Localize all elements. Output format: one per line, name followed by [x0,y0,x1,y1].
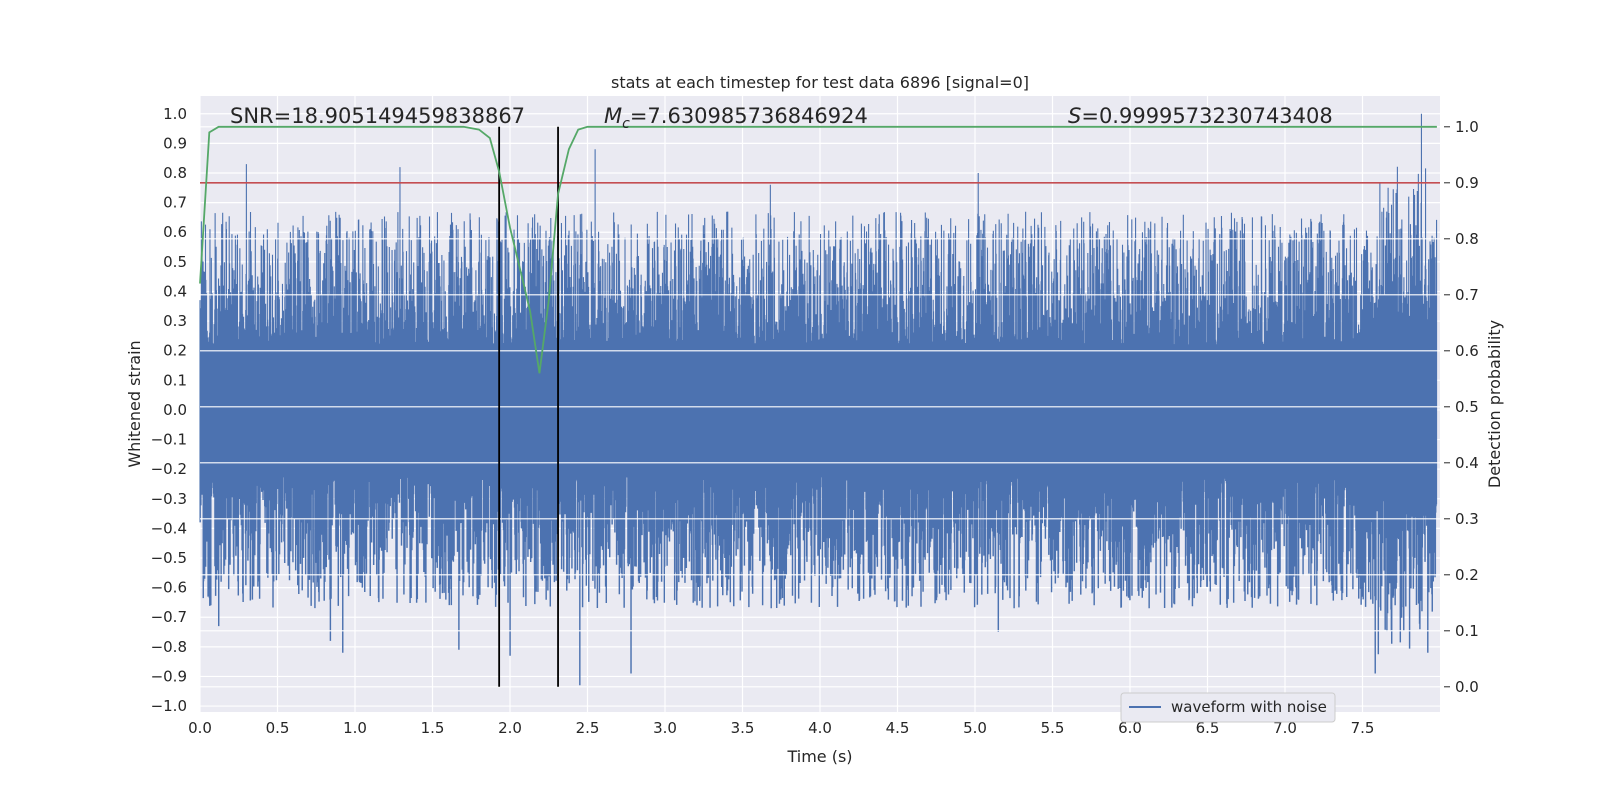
mc-symbol: M [604,104,622,128]
waveform-core [200,344,1437,476]
y-tick-label: 0.8 [163,164,187,182]
x-tick-label: 6.5 [1196,719,1220,737]
x-tick-label: 2.5 [576,719,600,737]
y2-tick-label: 0.9 [1455,174,1479,192]
y2-tick-label: 0.3 [1455,510,1479,528]
y2-axis-label: Detection probability [1485,320,1504,488]
x-tick-label: 7.5 [1351,719,1375,737]
y-tick-label: −0.3 [151,490,187,508]
chart-title: stats at each timestep for test data 689… [611,73,1029,92]
s-annotation: S=0.9999573230743408 [1068,104,1333,128]
s-symbol: S [1068,104,1081,128]
x-tick-label: 6.0 [1118,719,1142,737]
y2-tick-label: 0.6 [1455,342,1479,360]
s-value: =0.9999573230743408 [1081,104,1332,128]
y-tick-label: 0.7 [163,194,187,212]
x-tick-label: 3.0 [653,719,677,737]
y2-tick-label: 0.8 [1455,230,1479,248]
x-tick-label: 5.5 [1041,719,1065,737]
y-tick-label: 1.0 [163,105,187,123]
y2-tick-label: 0.4 [1455,454,1479,472]
y-tick-label: 0.4 [163,282,187,300]
y-axis-label: Whitened strain [125,340,144,467]
y-tick-label: 0.2 [163,342,187,360]
waveform-series [199,113,1438,686]
y-tick-label: 0.1 [163,371,187,389]
x-tick-label: 4.5 [886,719,910,737]
y-tick-label: −0.1 [151,431,187,449]
overlay-lines [199,125,1440,687]
y-tick-label: −0.6 [151,579,187,597]
y2-tick-label: 0.2 [1455,566,1479,584]
y-tick-label: 0.9 [163,134,187,152]
y2-tick-label: 0.0 [1455,678,1479,696]
y2-tick-label: 0.1 [1455,622,1479,640]
y-tick-label: −1.0 [151,697,187,715]
y-tick-label: 0.3 [163,312,187,330]
y-tick-label: −0.8 [151,638,187,656]
mc-annotation: Mc=7.630985736846924 [604,104,868,132]
snr-annotation: SNR=18.905149459838867 [230,104,525,128]
x-tick-label: 5.0 [963,719,987,737]
y-tick-label: −0.5 [151,549,187,567]
waveform-line [199,113,1438,686]
x-tick-label: 1.5 [421,719,445,737]
x-tick-label: 3.5 [731,719,755,737]
y-tick-label: −0.7 [151,608,187,626]
x-tick-label: 7.0 [1273,719,1297,737]
x-axis-label: Time (s) [786,747,852,766]
y-tick-label: 0.5 [163,253,187,271]
x-tick-label: 4.0 [808,719,832,737]
y-tick-label: 0.6 [163,223,187,241]
y-tick-label: 0.0 [163,401,187,419]
y2-tick-label: 0.5 [1455,398,1479,416]
y-tick-label: −0.2 [151,460,187,478]
legend: waveform with noise [1120,692,1336,723]
legend-label: waveform with noise [1171,698,1327,716]
y-tick-label: −0.4 [151,519,187,537]
x-tick-label: 1.0 [343,719,367,737]
y2-tick-label: 1.0 [1455,118,1479,136]
x-tick-label: 0.0 [188,719,212,737]
mc-subscript: c [622,116,630,132]
legend-box [1120,692,1336,723]
tick-labels: 0.0 0.5 1.0 1.5 2.0 2.5 3.0 3.5 4.0 4.5 5.0 5.5 6.0 6… [151,105,1479,737]
detection-probability-line [199,125,1437,374]
x-tick-label: 2.0 [498,719,522,737]
x-tick-label: 0.5 [266,719,290,737]
y2-tick-label: 0.7 [1455,286,1479,304]
mc-value: =7.630985736846924 [630,104,868,128]
y-tick-label: −0.9 [151,667,187,685]
